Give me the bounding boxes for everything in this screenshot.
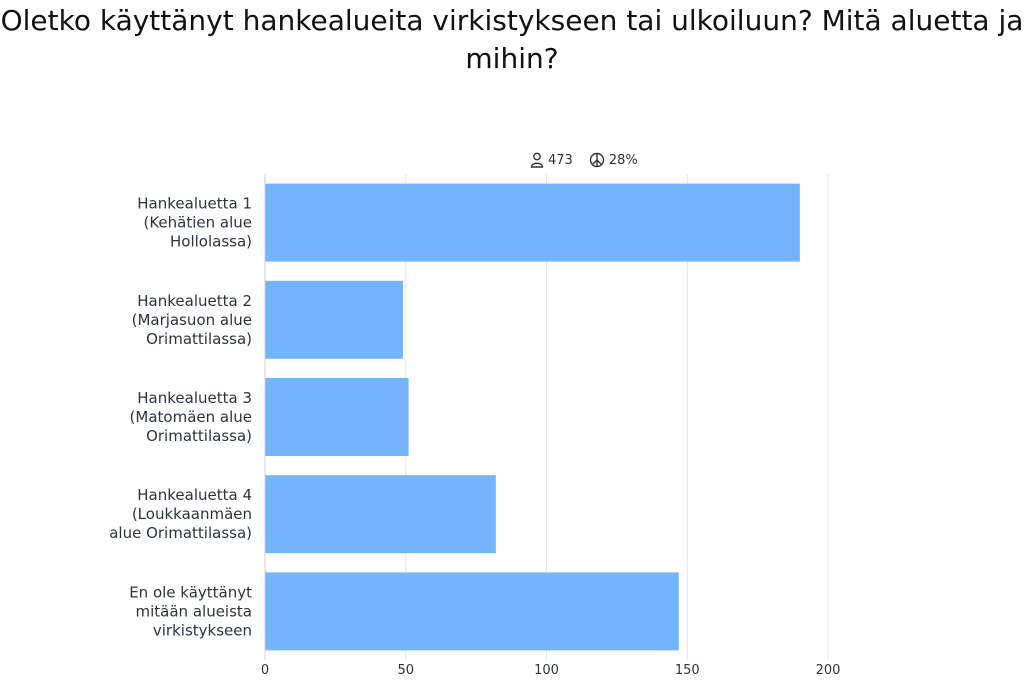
- category-label-line: mitään alueista: [136, 602, 252, 620]
- percent-value: 28%: [608, 152, 638, 168]
- x-tick-label: 50: [397, 663, 414, 678]
- category-label-line: (Marjasuon alue: [132, 311, 252, 329]
- bar: [265, 378, 409, 456]
- category-label: Hankealuetta 4 (Loukkaanmäen alue Orimatti…: [109, 486, 252, 542]
- respondents-stat: 473: [530, 152, 573, 168]
- x-tick-label: 150: [675, 663, 700, 678]
- bar: [265, 183, 800, 262]
- stats-bar: 473 28%: [530, 150, 654, 170]
- x-tick-label: 100: [534, 663, 559, 678]
- category-label-line: Hankealuetta 3: [137, 389, 252, 407]
- category-label: En ole käyttänyt mitään alueista virkistyk…: [129, 583, 252, 639]
- category-label-line: Hankealuetta 4: [137, 486, 252, 504]
- category-label-line: Hankealuetta 2: [137, 292, 252, 310]
- category-label-line: Orimattilassa): [146, 427, 252, 445]
- category-label-line: alue Orimattilassa): [109, 524, 252, 542]
- category-label-line: Hollolassa): [170, 233, 252, 251]
- category-label-line: (Kehätien alue: [143, 214, 252, 232]
- category-label: Hankealuetta 1 (Kehätien alue Hollolassa): [137, 195, 252, 251]
- category-label-line: En ole käyttänyt: [129, 583, 252, 601]
- bar: [265, 572, 679, 651]
- respondents-count: 473: [548, 152, 573, 168]
- x-tick-label: 200: [816, 663, 841, 678]
- category-label-line: Hankealuetta 1: [137, 195, 252, 213]
- bar: [265, 475, 496, 554]
- x-tick-label: 0: [261, 663, 269, 678]
- category-label-line: virkistykseen: [153, 621, 252, 639]
- category-label-line: (Matomäen alue: [130, 408, 252, 426]
- category-label: Hankealuetta 2 (Marjasuon alue Orimattilas…: [132, 292, 252, 348]
- person-icon: [530, 152, 544, 168]
- category-label-line: (Loukkaanmäen: [132, 505, 252, 523]
- peace-icon: [589, 152, 605, 168]
- chart-title: Oletko käyttänyt hankealueita virkistyks…: [0, 4, 1024, 75]
- category-label-line: Orimattilassa): [146, 330, 252, 348]
- category-label: Hankealuetta 3 (Matomäen alue Orimattilass…: [130, 389, 252, 445]
- bar: [265, 280, 403, 359]
- percent-stat: 28%: [589, 152, 638, 168]
